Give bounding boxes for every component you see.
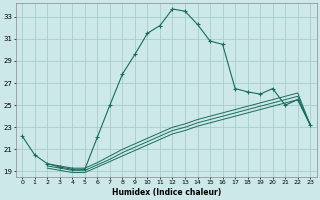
X-axis label: Humidex (Indice chaleur): Humidex (Indice chaleur)	[112, 188, 221, 197]
